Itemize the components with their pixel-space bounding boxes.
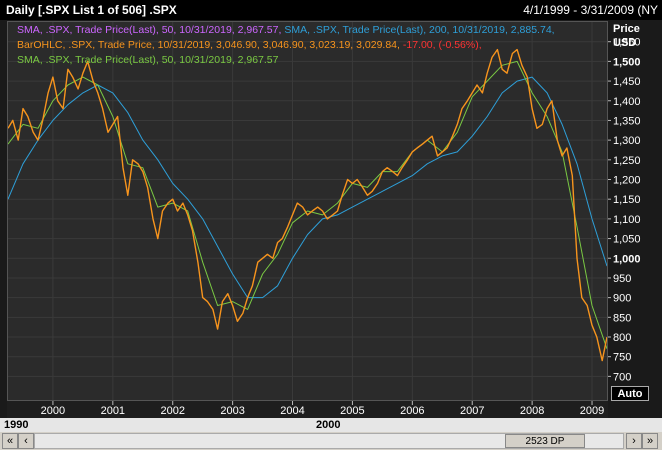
y-tick-label: 1,350	[613, 115, 641, 127]
title-bar: Daily [.SPX List 1 of 506] .SPX 4/1/1999…	[0, 0, 662, 20]
period-label-1990: 1990	[4, 419, 29, 431]
scroll-last-button[interactable]: »	[642, 433, 658, 449]
x-tick-label: 2008	[520, 405, 544, 417]
legend-sma200: SMA, .SPX, Trade Price(Last), 200, 10/31…	[284, 24, 555, 36]
price-series-line	[8, 48, 607, 362]
y-tick-label: 1,550	[613, 37, 641, 49]
legend-row-2: BarOHLC, .SPX, Trade Price, 10/31/2019, …	[17, 38, 555, 53]
x-tick-label: 2009	[580, 405, 604, 417]
y-tick-label: 1,000	[613, 253, 641, 265]
price-chart[interactable]	[8, 22, 607, 400]
scroll-track[interactable]: 2523 DP	[34, 433, 624, 449]
y-tick-label: 750	[613, 352, 631, 364]
legend-sma50-green: SMA, .SPX, Trade Price(Last), 50, 10/31/…	[17, 54, 279, 66]
legend-row-3: SMA, .SPX, Trade Price(Last), 50, 10/31/…	[17, 53, 555, 68]
date-axis: 2000 2001 2002 2003 2004 2005 2006 2007 2008 2009	[7, 401, 608, 418]
period-label-2000: 2000	[316, 419, 341, 431]
y-tick-label: 1,200	[613, 175, 641, 187]
x-tick-label: 2004	[280, 405, 304, 417]
scroll-thumb[interactable]: 2523 DP	[505, 434, 585, 448]
price-axis-header: Price USD	[613, 22, 640, 50]
legend-ohlc: BarOHLC, .SPX, Trade Price, 10/31/2019, …	[17, 39, 400, 51]
date-range: 4/1/1999 - 3/31/2009 (NY	[523, 3, 658, 17]
y-tick-label: 950	[613, 273, 631, 285]
y-tick-label: 900	[613, 293, 631, 305]
legend-row-1: SMA, .SPX, Trade Price(Last), 50, 10/31/…	[17, 23, 555, 38]
sma200-series-line	[8, 76, 607, 299]
chart-legend: SMA, .SPX, Trade Price(Last), 50, 10/31/…	[17, 23, 555, 68]
y-tick-label: 1,300	[613, 135, 641, 147]
x-tick-label: 2003	[220, 405, 244, 417]
y-tick-label: 1,050	[613, 234, 641, 246]
scroll-first-button[interactable]: «	[2, 433, 18, 449]
x-tick-label: 2005	[340, 405, 364, 417]
scroll-prev-button[interactable]: ‹	[18, 433, 34, 449]
y-tick-label: 700	[613, 371, 631, 383]
scrollbar[interactable]: « ‹ 2523 DP › »	[0, 432, 662, 450]
y-tick-label: 1,100	[613, 214, 641, 226]
chart-plot-area[interactable]	[7, 21, 608, 401]
y-tick-label: 800	[613, 332, 631, 344]
x-tick-label: 2002	[160, 405, 184, 417]
x-tick-label: 2007	[460, 405, 484, 417]
x-tick-label: 2001	[101, 405, 125, 417]
legend-change: -17.00, (-0.56%),	[402, 39, 482, 51]
date-axis-ticks: 2000 2001 2002 2003 2004 2005 2006 2007 2008 2009	[41, 401, 604, 417]
y-tick-label: 1,150	[613, 194, 641, 206]
x-tick-label: 2000	[41, 405, 65, 417]
window-title: Daily [.SPX List 1 of 506] .SPX	[6, 3, 177, 17]
sma50-series-line	[8, 60, 607, 349]
auto-scale-button[interactable]: Auto	[611, 386, 649, 401]
period-bar: 1990 2000	[0, 418, 662, 432]
scroll-next-button[interactable]: ›	[626, 433, 642, 449]
price-label: Price	[613, 23, 640, 35]
legend-sma50-magenta: SMA, .SPX, Trade Price(Last), 50, 10/31/…	[17, 24, 282, 36]
y-tick-label: 1,500	[613, 56, 641, 68]
y-tick-label: 1,450	[613, 76, 641, 88]
currency-label: USD	[613, 37, 637, 49]
x-tick-label: 2006	[400, 405, 424, 417]
price-axis: 1,550 1,500 1,450 1,400 1,350 1,300 1,250 1,200…	[608, 37, 641, 383]
y-tick-label: 1,400	[613, 96, 641, 108]
y-tick-label: 850	[613, 312, 631, 324]
y-tick-label: 1,250	[613, 155, 641, 167]
